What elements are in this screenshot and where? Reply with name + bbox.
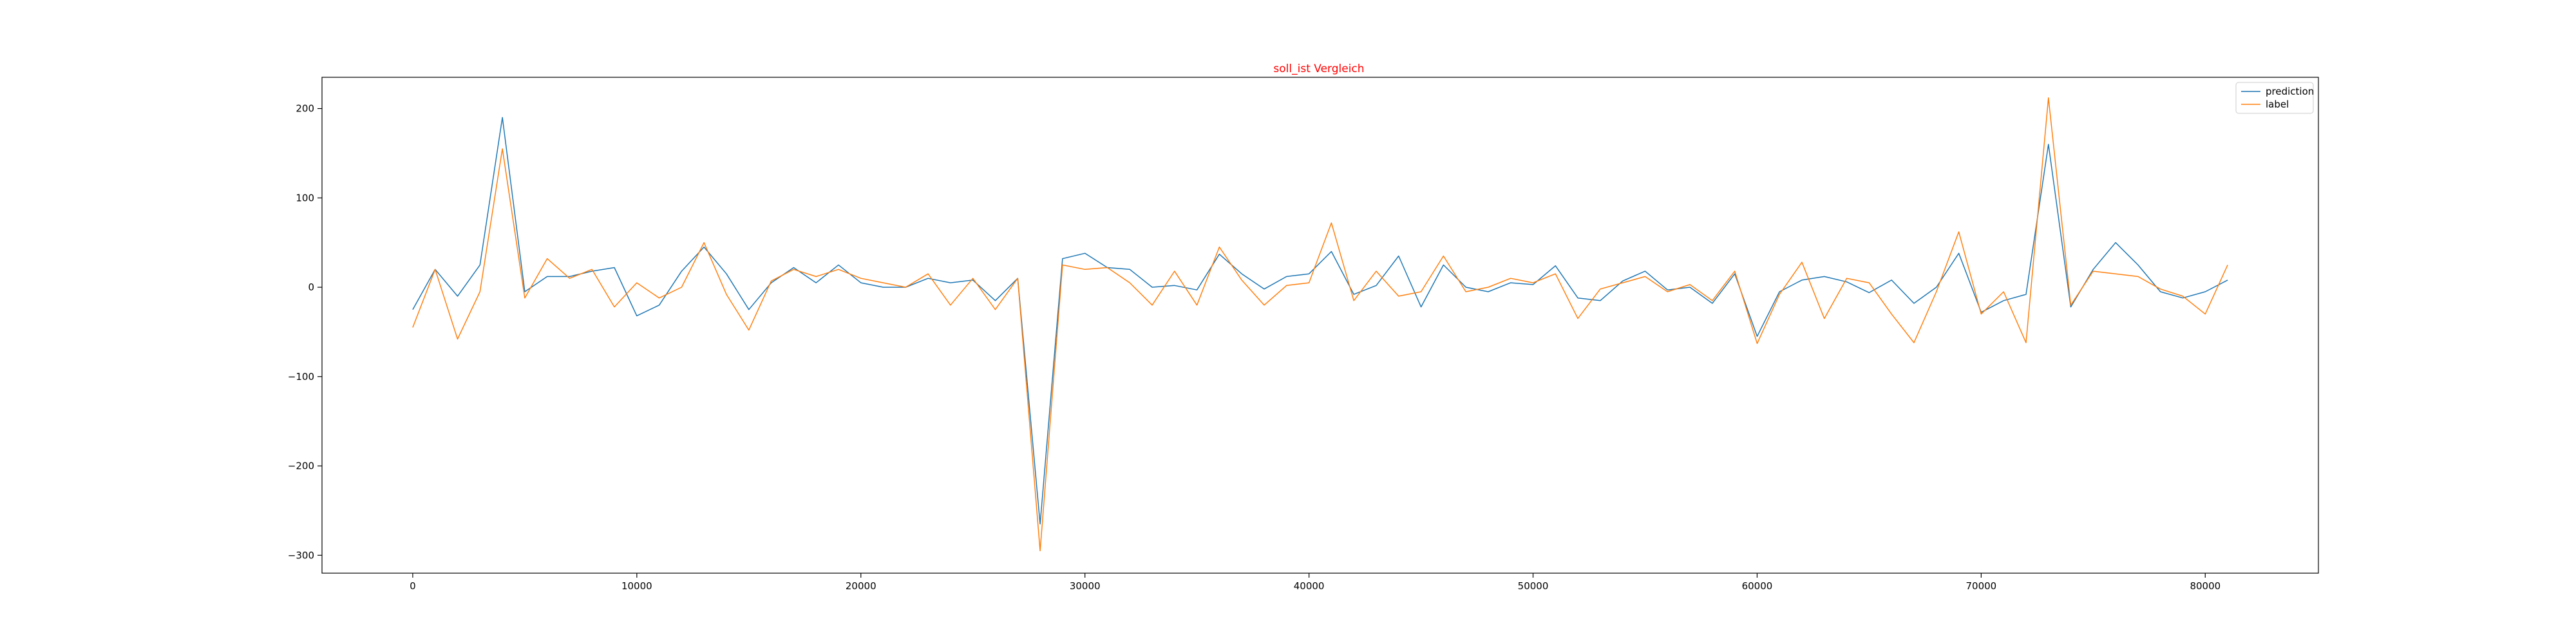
x-tick-label: 10000 (621, 580, 652, 592)
y-tick-label: −200 (288, 460, 314, 472)
legend-box (2235, 82, 2314, 114)
plot-area (321, 77, 2319, 574)
x-tick-label: 80000 (2190, 580, 2221, 592)
y-tick-label: −300 (288, 549, 314, 561)
x-tick-label: 60000 (1742, 580, 1773, 592)
y-tick-label: 200 (296, 103, 314, 115)
x-tick-label: 0 (410, 580, 416, 592)
legend: prediction label (2235, 82, 2314, 114)
x-tick-label: 20000 (846, 580, 876, 592)
series-line-label (412, 97, 2228, 552)
y-axis: −300 −200 −100 0 100 200 (288, 103, 322, 561)
series-line-prediction (412, 117, 2228, 525)
legend-label-label: label (2266, 99, 2289, 110)
x-axis: 0 10000 20000 30000 40000 50000 60000 70000 8000… (410, 573, 2221, 592)
x-tick-label: 50000 (1518, 580, 1549, 592)
chart-title: soll_ist Vergleich (1273, 62, 1364, 75)
x-tick-label: 40000 (1294, 580, 1325, 592)
y-tick-label: 100 (296, 192, 314, 204)
y-tick-label: 0 (308, 281, 314, 293)
series-layer (412, 97, 2228, 552)
x-tick-label: 70000 (1966, 580, 1997, 592)
y-tick-label: −100 (288, 371, 314, 383)
legend-label-prediction: prediction (2266, 86, 2314, 97)
x-tick-label: 30000 (1070, 580, 1101, 592)
